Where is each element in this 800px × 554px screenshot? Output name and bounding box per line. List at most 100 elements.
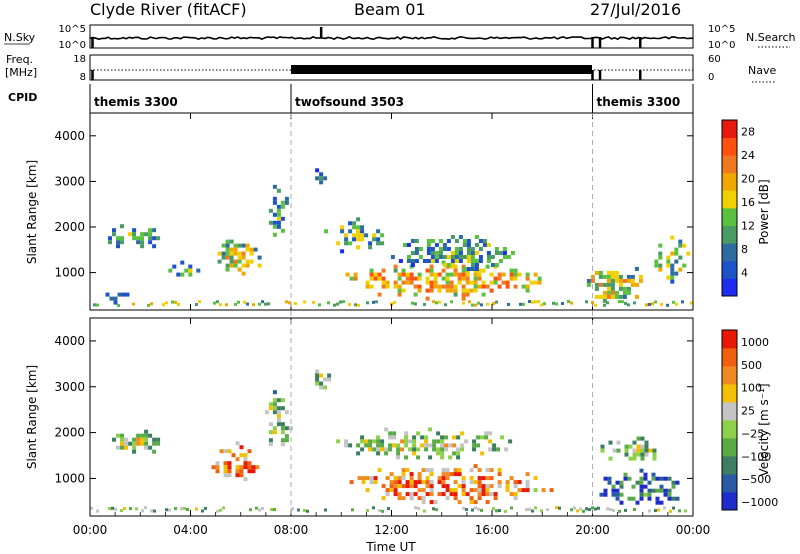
heatmap-cell [364, 439, 369, 444]
colorbar-swatch [722, 474, 737, 493]
heatmap-cell [417, 496, 422, 501]
heatmap-cell [188, 268, 193, 273]
heatmap-cell [476, 435, 481, 440]
heatmap-cell [473, 288, 478, 293]
heatmap-cell [237, 259, 242, 264]
heatmap-cell [396, 447, 401, 452]
heatmap-cell [333, 303, 336, 307]
heatmap-cell [392, 443, 397, 448]
heatmap-cell [429, 268, 434, 273]
heatmap-cell [618, 278, 623, 283]
heatmap-cell [387, 507, 390, 511]
heatmap-cell [156, 441, 161, 446]
heatmap-cell [639, 480, 644, 485]
heatmap-cell [246, 302, 249, 306]
power-colorbar-tick: 12 [741, 220, 755, 233]
heatmap-cell [272, 402, 277, 407]
heatmap-cell [472, 443, 477, 448]
heatmap-cell [174, 507, 177, 511]
heatmap-cell [404, 443, 409, 448]
heatmap-cell [116, 240, 120, 245]
heatmap-cell [462, 255, 467, 259]
heatmap-cell [432, 507, 435, 511]
heatmap-cell [393, 476, 398, 481]
heatmap-cell [429, 480, 434, 485]
heatmap-cell [678, 243, 683, 248]
heatmap-cell [461, 288, 466, 293]
heatmap-cell [457, 500, 462, 505]
heatmap-cell [477, 507, 480, 511]
heatmap-cell [280, 200, 285, 205]
heatmap-cell [211, 465, 216, 470]
heatmap-cell [372, 300, 375, 304]
heatmap-cell [388, 447, 393, 452]
heatmap-cell [643, 472, 648, 477]
heatmap-cell [674, 259, 679, 264]
heatmap-cell [381, 268, 386, 273]
colorbar-swatch [722, 243, 737, 262]
heatmap-cell [485, 264, 490, 269]
heatmap-cell [352, 233, 357, 238]
heatmap-cell [136, 437, 141, 442]
heatmap-cell [670, 279, 675, 284]
heatmap-cell [484, 435, 489, 440]
heatmap-cell [396, 455, 401, 460]
heatmap-cell [457, 276, 462, 281]
heatmap-cell [401, 472, 406, 477]
heatmap-cell [417, 276, 422, 281]
heatmap-cell [466, 243, 471, 247]
heatmap-cell [140, 240, 145, 245]
freq-unit-label: [MHz] [5, 66, 37, 79]
heatmap-cell [640, 444, 645, 449]
heatmap-cell [360, 229, 365, 234]
heatmap-cell [492, 507, 495, 511]
heatmap-cell [423, 509, 426, 513]
heatmap-cell [600, 448, 605, 453]
heatmap-cell [276, 204, 281, 209]
heatmap-cell [504, 509, 507, 513]
heatmap-cell [458, 259, 463, 263]
power-ylabel: Slant Range [km] [25, 160, 39, 264]
cpid-panel: CPID themis 3300 twofsound 3503 themis 330… [8, 84, 694, 113]
heatmap-cell [123, 507, 126, 511]
heatmap-cell [600, 444, 605, 449]
heatmap-cell [636, 452, 641, 457]
heatmap-cell [450, 300, 453, 304]
heatmap-cell [377, 272, 382, 277]
y-tick-label: 2000 [54, 426, 85, 440]
heatmap-cell [237, 300, 240, 304]
heatmap-cell [253, 247, 258, 252]
heatmap-cell [121, 292, 126, 297]
heatmap-cell [675, 480, 680, 485]
heatmap-cell [478, 247, 483, 251]
heatmap-cell [150, 302, 153, 306]
heatmap-cell [344, 439, 349, 444]
heatmap-cell [361, 476, 366, 481]
heatmap-cell [690, 301, 693, 305]
cpid-segment-label: themis 3300 [94, 95, 178, 109]
heatmap-cell [619, 500, 624, 505]
heatmap-cell [152, 449, 157, 454]
heatmap-cell [272, 200, 277, 205]
heatmap-cell [268, 406, 273, 411]
heatmap-cell [140, 244, 145, 249]
heatmap-cell [522, 302, 525, 306]
heatmap-cell [594, 507, 597, 511]
heatmap-cell [108, 507, 111, 511]
heatmap-cell [429, 488, 434, 493]
heatmap-cell [380, 233, 385, 238]
colorbar-swatch [722, 330, 737, 349]
heatmap-cell [654, 300, 657, 304]
heatmap-cell [586, 282, 591, 287]
heatmap-cell [540, 509, 543, 513]
heatmap-cell [364, 443, 369, 448]
heatmap-cell [585, 507, 588, 511]
heatmap-cell [433, 272, 438, 277]
heatmap-cell [659, 488, 664, 493]
heatmap-cell [396, 443, 401, 448]
heatmap-cell [543, 302, 546, 306]
heatmap-cell [440, 455, 445, 460]
heatmap-cell [606, 274, 611, 279]
heatmap-cell [513, 276, 518, 281]
heatmap-cell [533, 476, 538, 481]
